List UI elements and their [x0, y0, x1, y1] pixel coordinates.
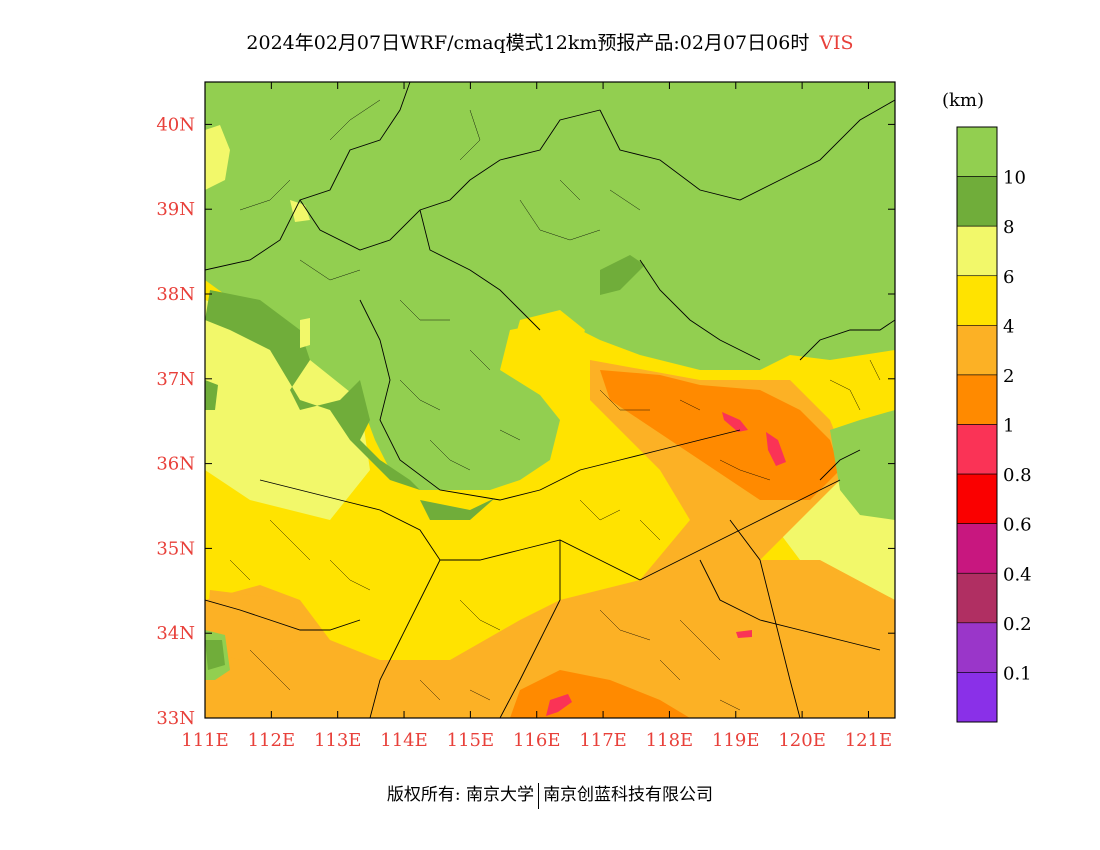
- lat-tick-label: 39N: [156, 199, 195, 220]
- lat-tick-label: 33N: [156, 708, 195, 729]
- lon-tick-label: 113E: [314, 730, 362, 751]
- legend-label: 6: [1003, 267, 1014, 288]
- legend-label: 10: [1003, 168, 1026, 189]
- color-legend: 10 8 6 4 2 1 0.8 0.6 0.4 0.2 0.1: [956, 126, 1032, 723]
- map-frame: [204, 81, 896, 719]
- lon-tick-label: 116E: [513, 730, 561, 751]
- legend-label: 1: [1003, 416, 1014, 437]
- legend-swatch: [956, 176, 998, 227]
- legend-label: 8: [1003, 217, 1014, 238]
- variable-label: VIS: [819, 32, 854, 54]
- footer-separator: [538, 782, 540, 809]
- legend-swatch: [956, 225, 998, 277]
- lat-tick-label: 37N: [156, 369, 195, 390]
- legend-swatch: [956, 622, 998, 673]
- lon-tick-label: 121E: [845, 730, 893, 751]
- footer-right: 南京创蓝科技有限公司: [543, 785, 714, 805]
- lat-tick-label: 34N: [156, 623, 195, 644]
- longitude-axis: 111E 112E 113E 114E 115E 116E 117E 118E 119E 120E…: [181, 82, 892, 751]
- legend-swatch: [956, 374, 998, 425]
- visibility-field: [205, 82, 895, 718]
- lon-tick-label: 111E: [181, 730, 229, 751]
- legend-label: 0.6: [1003, 515, 1032, 536]
- legend-swatch: [956, 523, 998, 574]
- footer-left: 版权所有: 南京大学: [386, 785, 535, 805]
- lon-tick-label: 118E: [646, 730, 694, 751]
- copyright-footer: 版权所有: 南京大学 南京创蓝科技有限公司: [0, 780, 1100, 809]
- legend-swatch: [956, 325, 998, 376]
- legend-label: 0.8: [1003, 465, 1032, 486]
- lon-tick-label: 115E: [447, 730, 495, 751]
- legend-swatch: [956, 672, 998, 723]
- lat-tick-label: 40N: [156, 114, 195, 135]
- lat-tick-label: 35N: [156, 538, 195, 559]
- legend-swatch: [956, 424, 998, 475]
- lon-tick-label: 120E: [778, 730, 826, 751]
- lat-tick-label: 36N: [156, 454, 195, 475]
- legend-label: 0.4: [1003, 564, 1032, 585]
- legend-swatch: [956, 126, 998, 177]
- title-text: 2024年02月07日WRF/cmaq模式12km预报产品:02月07日06时: [246, 32, 810, 54]
- lon-tick-label: 114E: [380, 730, 428, 751]
- lat-tick-label: 38N: [156, 284, 195, 305]
- latitude-axis: 33N 34N 35N 36N 37N 38N 39N 40N: [156, 114, 895, 729]
- lon-tick-label: 119E: [712, 730, 760, 751]
- lon-tick-label: 112E: [248, 730, 296, 751]
- legend-swatch: [956, 275, 998, 326]
- legend-unit: (km): [942, 90, 985, 111]
- legend-swatch: [956, 572, 998, 624]
- legend-swatch: [956, 473, 998, 524]
- chart-title: 2024年02月07日WRF/cmaq模式12km预报产品:02月07日06时 V…: [0, 28, 1100, 55]
- lon-tick-label: 117E: [579, 730, 627, 751]
- legend-label: 4: [1003, 316, 1014, 337]
- legend-label: 0.1: [1003, 663, 1032, 684]
- legend-frame: [956, 126, 998, 723]
- legend-label: 2: [1003, 366, 1014, 387]
- legend-label: 0.2: [1003, 614, 1032, 635]
